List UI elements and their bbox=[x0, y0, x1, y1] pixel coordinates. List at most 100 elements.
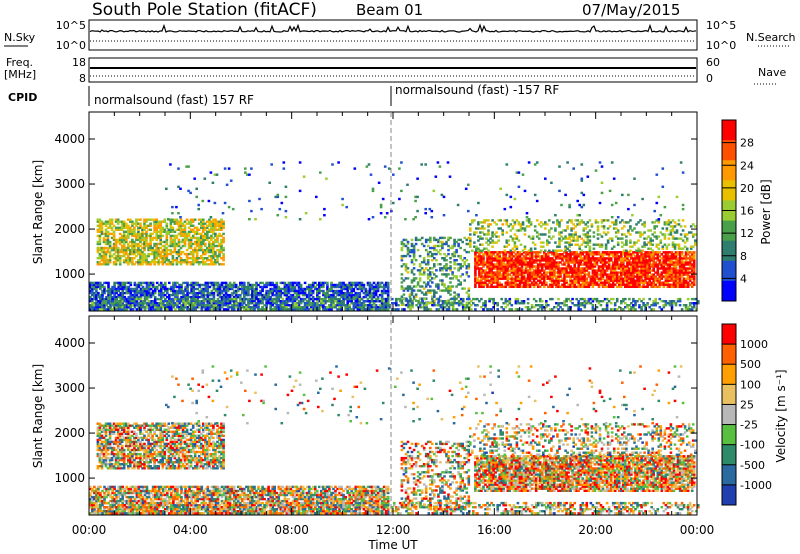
heatmap-cell bbox=[139, 252, 142, 256]
heatmap-cell bbox=[157, 283, 161, 287]
heatmap-cell bbox=[157, 234, 160, 238]
heatmap-cell bbox=[455, 248, 458, 252]
heatmap-cell bbox=[314, 281, 317, 285]
heatmap-cell bbox=[137, 246, 140, 250]
heatmap-cell bbox=[97, 306, 100, 309]
heatmap-cell bbox=[566, 227, 569, 230]
heatmap-cell bbox=[119, 293, 122, 297]
heatmap-cell bbox=[212, 220, 215, 223]
heatmap-cell bbox=[133, 263, 136, 266]
heatmap-cell bbox=[181, 240, 185, 244]
heatmap-cell bbox=[137, 226, 140, 229]
heatmap-cell bbox=[181, 228, 185, 231]
heatmap-cell bbox=[187, 246, 191, 250]
heatmap-cell bbox=[191, 263, 195, 266]
heatmap-cell bbox=[220, 244, 223, 248]
heatmap-cell bbox=[204, 252, 207, 256]
heatmap-cell bbox=[116, 246, 120, 250]
heatmap-cell bbox=[118, 240, 122, 244]
heatmap-cell bbox=[116, 259, 120, 262]
heatmap-cell bbox=[139, 218, 142, 221]
heatmap-cell bbox=[224, 285, 228, 289]
heatmap-cell bbox=[166, 306, 169, 309]
heatmap-cell bbox=[224, 302, 228, 305]
heatmap-cell bbox=[129, 226, 132, 229]
heatmap-cell bbox=[110, 254, 114, 258]
heatmap-cell bbox=[159, 297, 163, 301]
heatmap-cell bbox=[131, 228, 134, 231]
heatmap-cell bbox=[169, 252, 173, 256]
heatmap-cell bbox=[153, 248, 156, 252]
heatmap-cell bbox=[133, 242, 136, 246]
heatmap-cell bbox=[141, 242, 144, 246]
heatmap-cell bbox=[191, 259, 195, 262]
heatmap-cell bbox=[212, 295, 216, 299]
heatmap-cell bbox=[117, 302, 120, 305]
heatmap-cell bbox=[467, 295, 471, 298]
heatmap-cell bbox=[102, 246, 106, 250]
heatmap-cell bbox=[127, 242, 130, 246]
heatmap-cell bbox=[151, 291, 155, 295]
heatmap-cell bbox=[153, 297, 157, 301]
heatmap-cell bbox=[149, 283, 153, 287]
heatmap-cell bbox=[216, 293, 220, 297]
heatmap-cell bbox=[143, 222, 146, 225]
heatmap-cell bbox=[216, 291, 220, 295]
heatmap-cell bbox=[406, 246, 410, 250]
heatmap-cell bbox=[475, 231, 478, 234]
heatmap-cell bbox=[162, 287, 165, 291]
nsky-trace bbox=[89, 23, 697, 34]
heatmap-cell bbox=[426, 259, 430, 262]
heatmap-cell bbox=[224, 287, 228, 291]
heatmap-cell bbox=[222, 224, 225, 227]
heatmap-cell bbox=[184, 300, 187, 303]
heatmap-cell bbox=[191, 234, 195, 238]
heatmap-cell bbox=[277, 306, 281, 309]
power-heatmap-cells bbox=[89, 161, 700, 311]
heatmap-cell bbox=[265, 283, 268, 287]
heatmap-cell bbox=[220, 220, 223, 223]
heatmap-cell bbox=[230, 297, 234, 301]
heatmap-cell bbox=[574, 231, 577, 234]
heatmap-cell bbox=[218, 220, 221, 223]
heatmap-cell bbox=[179, 224, 183, 227]
heatmap-cell bbox=[114, 240, 118, 244]
heatmap-cell bbox=[137, 234, 140, 238]
heatmap-cell bbox=[208, 224, 211, 227]
heatmap-cell bbox=[93, 295, 96, 299]
heatmap-cell bbox=[275, 283, 279, 287]
heatmap-cell bbox=[180, 304, 183, 307]
heatmap-cell bbox=[177, 238, 181, 242]
heatmap-cell bbox=[149, 291, 153, 295]
heatmap-cell bbox=[102, 240, 106, 244]
heatmap-cell bbox=[161, 230, 165, 233]
heatmap-cell bbox=[127, 230, 130, 233]
heatmap-cell bbox=[141, 238, 144, 242]
nave-label: Nave bbox=[758, 66, 786, 79]
heatmap-cell bbox=[112, 252, 116, 256]
heatmap-cell bbox=[404, 238, 408, 242]
heatmap-cell bbox=[191, 236, 195, 240]
heatmap-cell bbox=[127, 289, 131, 293]
heatmap-cell bbox=[275, 285, 279, 289]
heatmap-cell bbox=[504, 285, 508, 288]
heatmap-cell bbox=[187, 244, 191, 248]
heatmap-cell bbox=[177, 250, 181, 254]
heatmap-cell bbox=[187, 240, 191, 244]
heatmap-cell bbox=[200, 293, 204, 297]
heatmap-cell bbox=[106, 232, 110, 236]
heatmap-cell bbox=[261, 297, 264, 301]
heatmap-cell bbox=[251, 300, 254, 303]
heatmap-cell bbox=[159, 230, 162, 233]
heatmap-cell bbox=[113, 297, 116, 301]
heatmap-cell bbox=[163, 248, 167, 252]
heatmap-cell bbox=[230, 285, 234, 289]
heatmap-cell bbox=[182, 295, 185, 299]
heatmap-cell bbox=[189, 240, 193, 244]
heatmap-cell bbox=[119, 283, 122, 287]
heatmap-cell bbox=[453, 238, 456, 242]
heatmap-cell bbox=[222, 240, 225, 244]
heatmap-cell bbox=[173, 218, 177, 221]
heatmap-cell bbox=[139, 224, 142, 227]
heatmap-cell bbox=[137, 283, 141, 287]
